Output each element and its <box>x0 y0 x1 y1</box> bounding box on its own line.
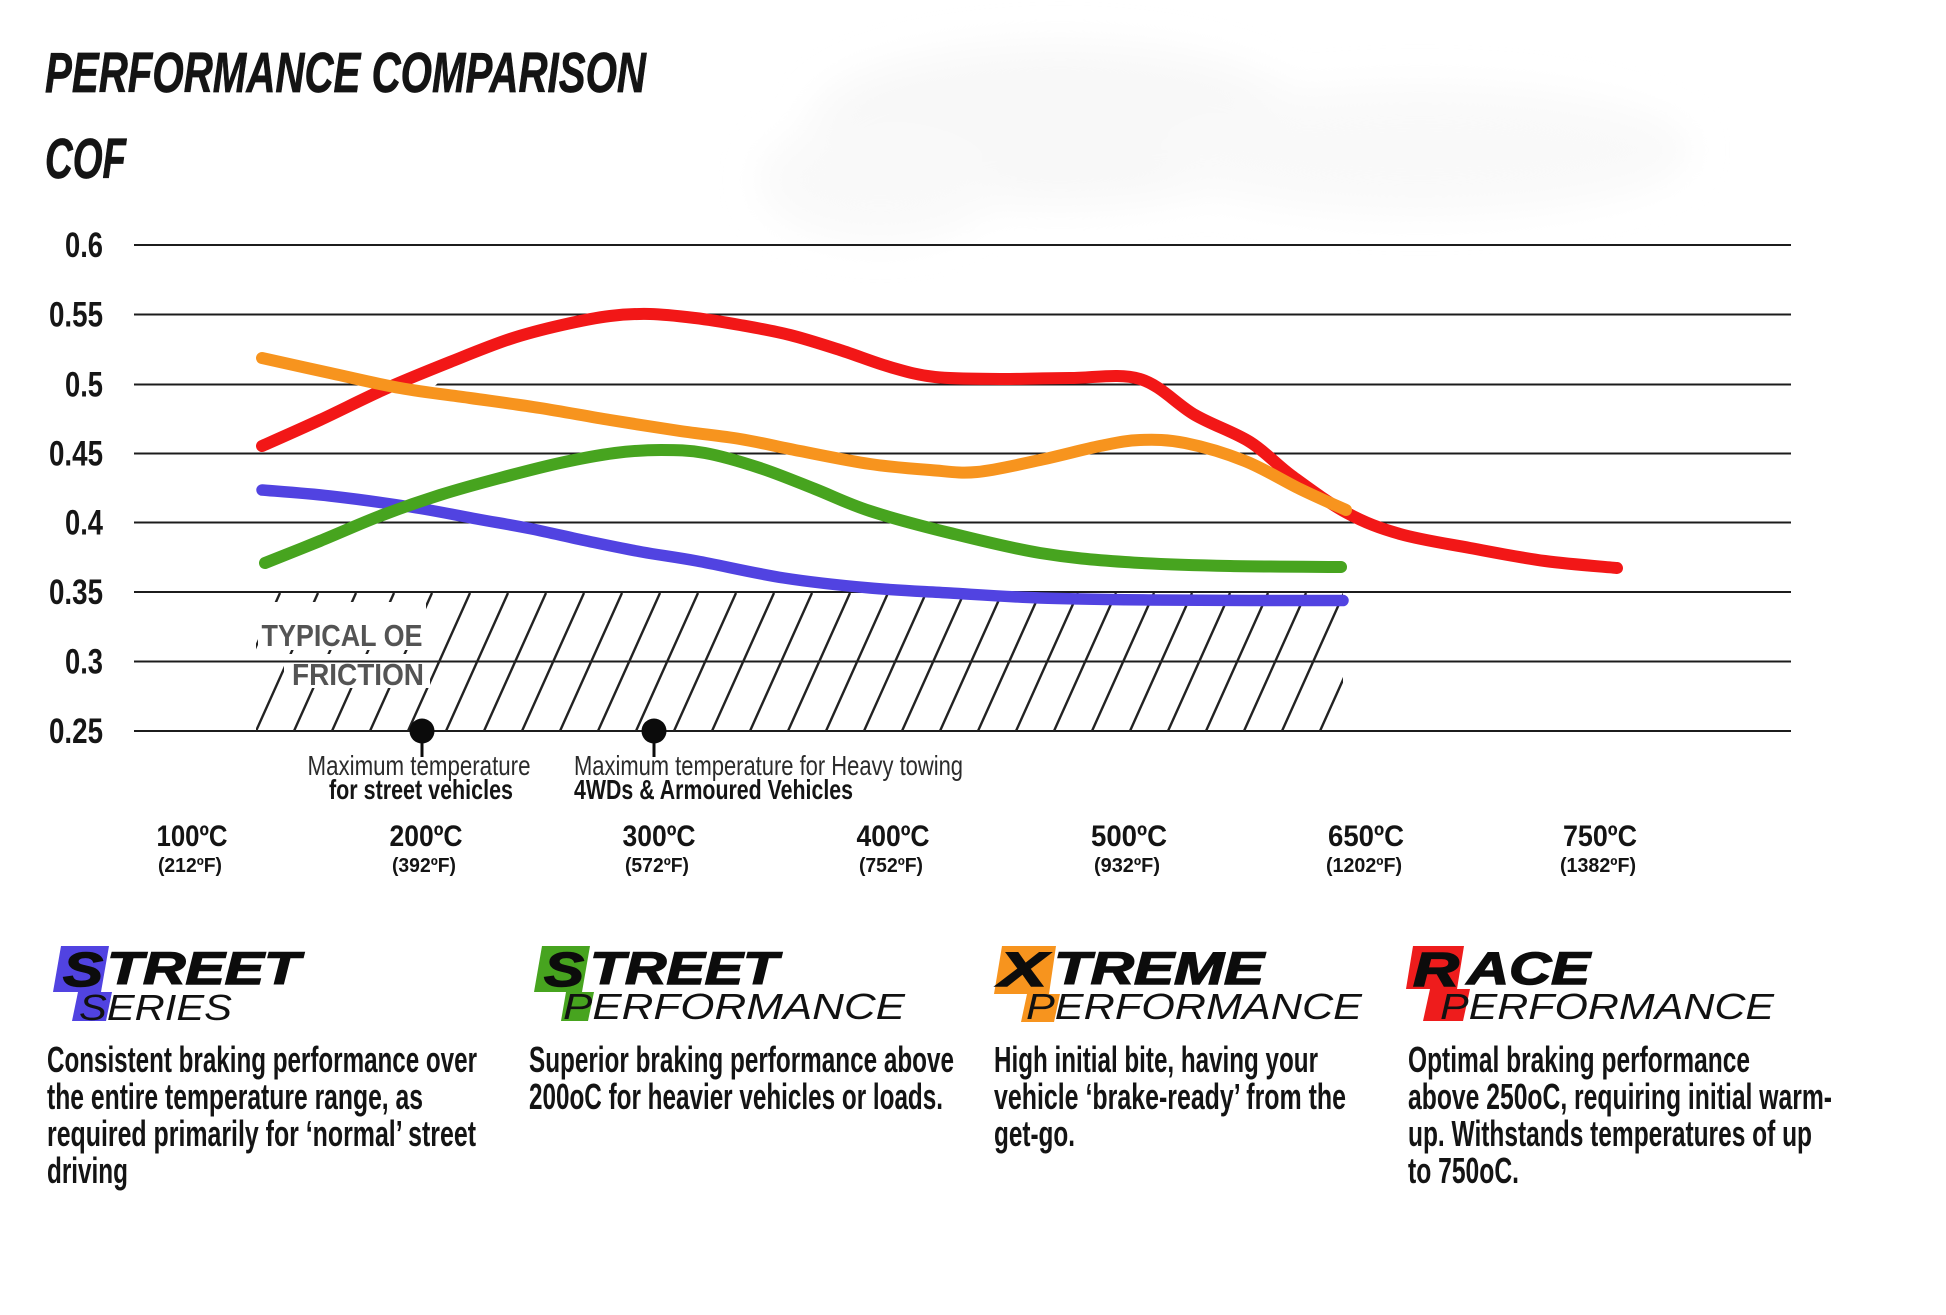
svg-text:300ºC: 300ºC <box>623 820 696 853</box>
svg-text:0.4: 0.4 <box>65 504 103 543</box>
svg-text:0.35: 0.35 <box>49 573 103 612</box>
svg-text:650ºC: 650ºC <box>1328 820 1404 853</box>
svg-text:PERFORMANCE: PERFORMANCE <box>1026 986 1363 1027</box>
svg-text:Superior braking performance a: Superior braking performance above <box>529 1039 954 1080</box>
svg-text:ACE: ACE <box>1466 943 1593 994</box>
svg-text:PERFORMANCE: PERFORMANCE <box>563 986 906 1027</box>
svg-text:0.25: 0.25 <box>49 712 103 751</box>
svg-text:(752ºF): (752ºF) <box>859 855 923 877</box>
svg-text:up. Withstands temperatures of: up. Withstands temperatures of up <box>1408 1113 1812 1154</box>
svg-text:0.5: 0.5 <box>65 366 103 405</box>
svg-text:FRICTION: FRICTION <box>292 657 424 692</box>
svg-text:0.6: 0.6 <box>65 226 103 265</box>
svg-text:(932ºF): (932ºF) <box>1094 855 1160 877</box>
svg-text:0.45: 0.45 <box>49 435 103 474</box>
svg-text:to 750oC.: to 750oC. <box>1408 1150 1519 1191</box>
svg-text:(572ºF): (572ºF) <box>625 855 689 877</box>
svg-text:TREET: TREET <box>590 943 782 994</box>
svg-text:100ºC: 100ºC <box>157 820 228 853</box>
svg-text:750ºC: 750ºC <box>1563 820 1637 853</box>
svg-text:COF: COF <box>45 127 127 191</box>
svg-text:Maximum temperature for Heavy: Maximum temperature for Heavy towing <box>574 750 963 781</box>
svg-text:0.3: 0.3 <box>65 643 103 682</box>
svg-text:required primarily for ‘normal: required primarily for ‘normal’ street <box>47 1113 476 1154</box>
svg-text:driving: driving <box>47 1150 128 1191</box>
svg-text:SERIES: SERIES <box>79 987 232 1028</box>
svg-text:(392ºF): (392ºF) <box>392 855 456 877</box>
svg-text:Optimal braking performance: Optimal braking performance <box>1408 1039 1750 1080</box>
svg-text:above 250oC, requiring initial: above 250oC, requiring initial warm- <box>1408 1076 1832 1117</box>
svg-text:PERFORMANCE COMPARISON: PERFORMANCE COMPARISON <box>45 41 647 105</box>
svg-text:400ºC: 400ºC <box>857 820 930 853</box>
svg-text:PERFORMANCE: PERFORMANCE <box>1440 986 1775 1027</box>
svg-text:X: X <box>995 944 1052 997</box>
svg-text:for street vehicles: for street vehicles <box>329 774 513 805</box>
svg-text:4WDs & Armoured Vehicles: 4WDs & Armoured Vehicles <box>574 774 853 805</box>
svg-text:High initial bite, having your: High initial bite, having your <box>994 1039 1318 1080</box>
svg-text:R: R <box>1413 944 1459 997</box>
svg-text:TREME: TREME <box>1054 943 1267 994</box>
svg-text:vehicle ‘brake-ready’ from the: vehicle ‘brake-ready’ from the <box>994 1076 1346 1117</box>
svg-text:0.55: 0.55 <box>49 296 103 335</box>
svg-text:Consistent braking performance: Consistent braking performance over <box>47 1039 477 1080</box>
svg-text:200oC for heavier vehicles or: 200oC for heavier vehicles or loads. <box>529 1076 943 1117</box>
svg-text:(1382ºF): (1382ºF) <box>1560 855 1636 877</box>
svg-text:S: S <box>544 944 584 997</box>
svg-text:500ºC: 500ºC <box>1091 820 1167 853</box>
svg-text:200ºC: 200ºC <box>390 820 463 853</box>
svg-text:(1202ºF): (1202ºF) <box>1326 855 1402 877</box>
svg-text:(212ºF): (212ºF) <box>158 855 222 877</box>
svg-text:S: S <box>63 944 103 997</box>
svg-text:Maximum temperature: Maximum temperature <box>308 750 531 781</box>
svg-text:the entire temperature range,: the entire temperature range, as <box>47 1076 423 1117</box>
svg-text:TREET: TREET <box>107 943 305 994</box>
svg-text:TYPICAL OE: TYPICAL OE <box>262 618 423 653</box>
svg-text:get-go.: get-go. <box>994 1113 1075 1154</box>
